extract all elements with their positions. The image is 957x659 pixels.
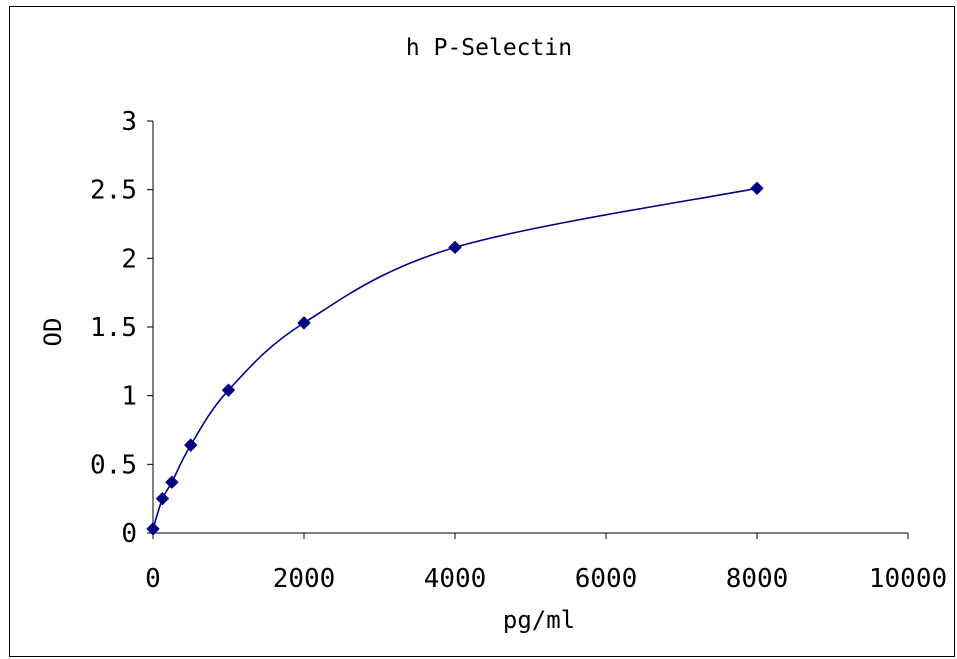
data-point [221,383,236,397]
x-tick-label: 0 [145,564,161,594]
y-tick-label: 3 [121,107,137,137]
chart-frame: h P-Selectin 0 0.5 1 1.5 2 2.5 3 0 2000 4000 6000… [9,6,955,657]
y-tick-label: 2 [121,244,137,274]
data-point [165,475,179,489]
data-point [297,316,311,330]
x-axis-label: pg/ml [503,606,575,634]
data-point [155,491,170,506]
y-tick-label: 0.5 [90,450,137,480]
data-point [750,181,764,195]
y-tick-label: 0 [121,519,137,549]
y-axis-label: OD [39,318,67,347]
x-tick-label: 2000 [273,564,336,594]
axes [152,121,908,534]
y-tick-label: 2.5 [90,176,137,206]
data-point [146,522,160,536]
y-axis-ticks: 0 0.5 1 1.5 2 2.5 3 [90,107,153,549]
data-point [184,438,198,452]
x-tick-label: 4000 [424,564,487,594]
y-tick-label: 1.5 [90,313,137,343]
y-tick-label: 1 [121,382,137,412]
data-point [448,240,462,255]
markers-group [146,181,764,536]
x-axis-ticks: 0 2000 4000 6000 8000 10000 [145,533,947,594]
curve-group [152,187,758,530]
x-tick-label: 8000 [726,564,789,594]
series-curve [152,187,758,530]
x-tick-label: 10000 [869,564,947,594]
chart-canvas: h P-Selectin 0 0.5 1 1.5 2 2.5 3 0 2000 4000 6000… [39,35,947,634]
x-tick-label: 6000 [575,564,638,594]
chart-title: h P-Selectin [406,35,572,61]
